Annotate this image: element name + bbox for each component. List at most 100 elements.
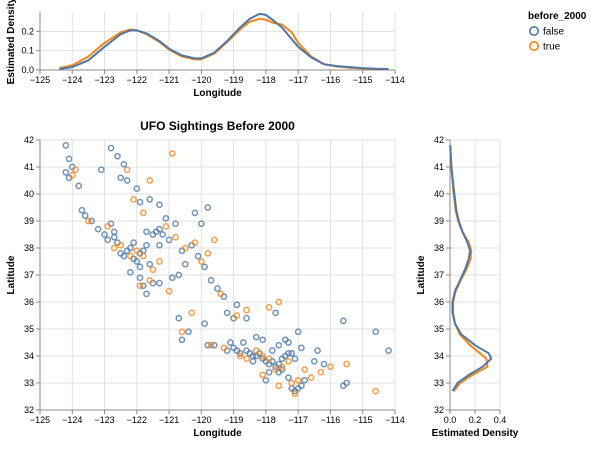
y-tick-label: 40 (24, 189, 34, 199)
scatter-point-false (285, 374, 292, 381)
scatter-point-true (139, 252, 147, 260)
scatter-point-true (149, 266, 157, 273)
scatter-point-true (127, 252, 134, 260)
scatter-point-false (133, 258, 141, 265)
scatter-point-false (156, 241, 163, 249)
scatter-point-false (168, 274, 176, 282)
scatter-point-false (285, 349, 292, 357)
y-tick-label: 37 (24, 270, 34, 280)
scatter-point-false (198, 220, 205, 228)
scatter-point-true (123, 166, 131, 174)
scatter-point-false (210, 341, 218, 349)
scatter-point-true (220, 344, 228, 352)
scatter-point-false (194, 252, 202, 260)
scatter-point-false (207, 277, 215, 284)
scatter-point-false (372, 328, 379, 336)
x-tick-label: −123 (94, 415, 114, 425)
x-tick-label: −125 (30, 75, 50, 85)
scatter-point-false (181, 260, 189, 268)
scatter-point-true (307, 374, 315, 381)
scatter-point-false (101, 231, 108, 238)
scatter-point-true (327, 363, 334, 371)
scatter-point-false (97, 166, 105, 174)
scatter-point-false (201, 263, 208, 271)
legend-label-false: false (543, 27, 565, 38)
x-tick-label: −123 (94, 75, 114, 85)
scatter-point-true (288, 379, 296, 387)
scatter-point-true (162, 223, 170, 230)
scatter-point-false (94, 225, 102, 233)
density-line-true (449, 145, 489, 392)
scatter-point-false (62, 142, 70, 149)
top-density-panel: −125 −124 −123 −122 −121 −120 −119 −118 −117 −116… (6, 0, 405, 99)
scatter-point-true (217, 290, 225, 298)
legend-item-false[interactable]: false (529, 26, 565, 38)
y-tick-label: 38 (434, 243, 444, 253)
scatter-point-false (265, 368, 273, 376)
scatter-point-false (214, 285, 221, 292)
scatter-point-true (291, 390, 299, 398)
chart-title: UFO Sightings Before 2000 (140, 119, 295, 133)
scatter-point-false (175, 271, 183, 279)
scatter-point-false (310, 358, 318, 365)
scatter-point-true (165, 287, 173, 295)
scatter-point-false (62, 169, 70, 176)
y-tick-label: 42 (24, 135, 34, 145)
legend-item-true[interactable]: true (529, 41, 561, 53)
scatter-point-true (178, 328, 186, 336)
scatter-point-false (262, 376, 270, 384)
scatter-point-false (143, 241, 150, 249)
y-tick-label: 35 (24, 324, 34, 334)
scatter-point-false (75, 182, 83, 190)
scatter-point-false (191, 209, 199, 217)
scatter-point-false (204, 341, 212, 349)
y-tick-label: 34 (24, 351, 34, 361)
x-axis-title: Longitude (193, 88, 242, 99)
scatter-point-true (294, 376, 302, 384)
scatter-point-false (243, 314, 250, 322)
scatter-point-false (204, 204, 212, 211)
scatter-point-true (68, 171, 76, 179)
y-tick-label: 39 (24, 216, 34, 226)
scatter-point-false (107, 144, 115, 152)
y-tick-label: 0.0 (21, 65, 34, 75)
scatter-point-false (178, 336, 186, 344)
scatter-point-false (143, 290, 150, 298)
scatter-point-true (181, 244, 189, 252)
scatter-point-true (146, 177, 154, 184)
scatter-point-false (104, 236, 112, 244)
scatter-point-true (252, 347, 260, 354)
x-tick-label: 0.4 (494, 415, 507, 425)
scatter-point-false (385, 347, 392, 354)
scatter-point-false (156, 225, 163, 233)
y-tick-label: 0.1 (21, 46, 34, 56)
scatter-point-false (88, 217, 95, 225)
density-line-false (449, 145, 493, 392)
y-tick-label: 42 (434, 135, 444, 145)
scatter-point-false (236, 349, 244, 357)
x-tick-label: −120 (191, 415, 211, 425)
x-tick-label: −122 (127, 415, 147, 425)
scatter-point-true (210, 236, 218, 244)
scatter-point-true (372, 387, 379, 395)
scatter-point-true (139, 209, 147, 217)
scatter-point-false (252, 333, 260, 341)
scatter-point-false (136, 274, 144, 282)
x-tick-label: −121 (159, 75, 179, 85)
scatter-point-true (172, 233, 179, 241)
scatter-point-false (139, 282, 147, 290)
x-axis-title: Estimated Density (432, 428, 519, 439)
y-tick-label: 40 (434, 189, 444, 199)
legend-label-true: true (543, 42, 561, 53)
scatter-point-true (278, 363, 286, 371)
y-tick-label: 37 (434, 270, 444, 280)
scatter-point-false (143, 228, 150, 236)
scatter-point-false (159, 231, 166, 238)
scatter-point-false (78, 206, 86, 214)
scatter-point-false (65, 155, 73, 163)
x-tick-label: −119 (224, 75, 244, 85)
scatter-point-false (272, 309, 279, 317)
y-tick-label: 39 (434, 216, 444, 226)
scatter-point-false (117, 174, 125, 182)
scatter-point-false (110, 228, 118, 236)
